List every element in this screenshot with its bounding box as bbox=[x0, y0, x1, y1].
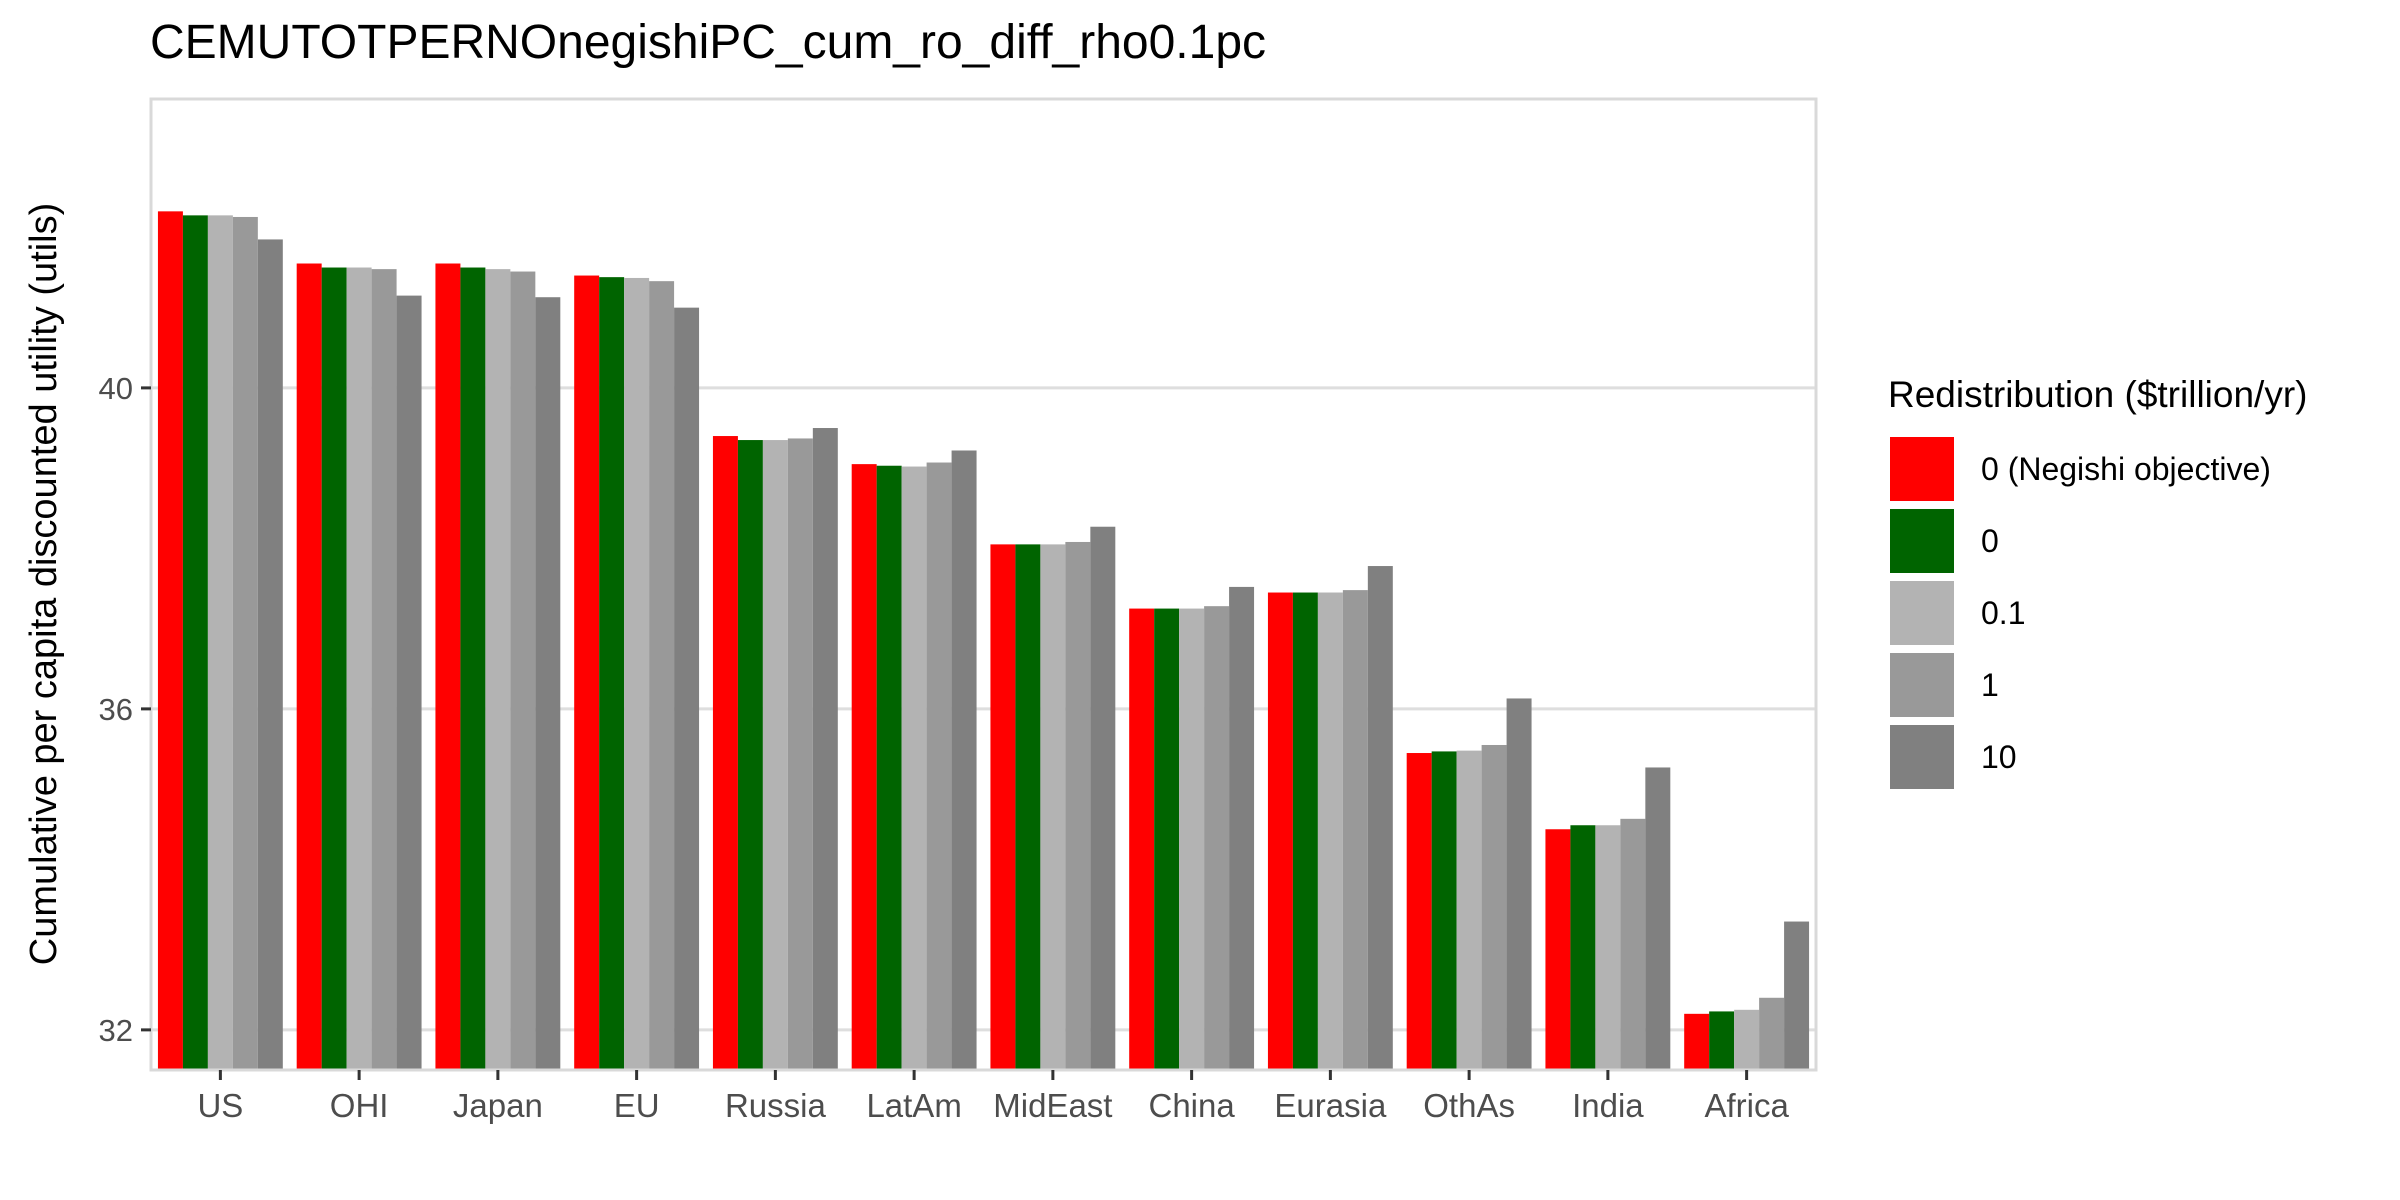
bar-mideast-series-2 bbox=[1040, 544, 1066, 1070]
bar-eurasia-series-0 bbox=[1267, 592, 1293, 1070]
bar-eu-series-2 bbox=[624, 277, 650, 1070]
bar-india-series-4 bbox=[1645, 767, 1671, 1070]
bar-eurasia-series-3 bbox=[1342, 590, 1368, 1070]
bar-us-series-2 bbox=[207, 215, 233, 1070]
x-tick-label: US bbox=[197, 1087, 243, 1124]
bar-india-series-2 bbox=[1595, 825, 1621, 1070]
bar-russia-series-0 bbox=[712, 436, 738, 1070]
y-axis: 32 36 40 bbox=[99, 371, 151, 1048]
x-axis: US OHI Japan EU Russia LatAm MidEast China Euras… bbox=[197, 1070, 1789, 1124]
bar-china-series-4 bbox=[1229, 586, 1255, 1070]
bar-china-series-0 bbox=[1129, 608, 1155, 1070]
legend-key-0 bbox=[1890, 437, 1954, 501]
bar-africa-series-4 bbox=[1784, 921, 1810, 1070]
x-tick-label: MidEast bbox=[993, 1087, 1112, 1124]
bar-japan-series-4 bbox=[535, 297, 561, 1070]
bar-africa-series-1 bbox=[1709, 1011, 1735, 1070]
y-axis-label: Cumulative per capita discounted utility… bbox=[23, 203, 65, 965]
bar-latam-series-1 bbox=[876, 465, 902, 1071]
bar-us-series-0 bbox=[157, 211, 183, 1070]
legend-title: Redistribution ($trillion/yr) bbox=[1888, 374, 2307, 415]
y-tick-label: 36 bbox=[99, 692, 133, 727]
legend-key-3 bbox=[1890, 653, 1954, 717]
x-tick-label: EU bbox=[614, 1087, 660, 1124]
bar-othas-series-2 bbox=[1456, 750, 1482, 1070]
bar-othas-series-0 bbox=[1406, 753, 1432, 1070]
bar-china-series-2 bbox=[1179, 608, 1205, 1070]
bar-mideast-series-3 bbox=[1065, 541, 1091, 1070]
bar-latam-series-2 bbox=[901, 466, 927, 1070]
bar-india-series-3 bbox=[1620, 818, 1646, 1070]
legend-label-4: 10 bbox=[1981, 739, 2017, 775]
bar-africa-series-3 bbox=[1759, 997, 1785, 1070]
bar-latam-series-0 bbox=[851, 464, 877, 1070]
x-tick-label: China bbox=[1149, 1087, 1236, 1124]
bar-us-series-3 bbox=[232, 216, 258, 1070]
bar-africa-series-0 bbox=[1684, 1013, 1710, 1070]
bar-mideast-series-1 bbox=[1015, 544, 1041, 1070]
bar-japan-series-0 bbox=[435, 263, 461, 1070]
bar-mideast-series-0 bbox=[990, 544, 1016, 1070]
bar-eurasia-series-1 bbox=[1292, 592, 1318, 1070]
plot-panel bbox=[149, 97, 1818, 1072]
x-tick-label: Africa bbox=[1704, 1087, 1789, 1124]
bar-china-series-3 bbox=[1204, 606, 1230, 1070]
bar-eurasia-series-4 bbox=[1367, 566, 1393, 1070]
y-tick-label: 40 bbox=[99, 371, 133, 406]
legend-items: 0 (Negishi objective) 0 0.1 1 10 bbox=[1890, 437, 2271, 789]
bar-us-series-4 bbox=[257, 239, 283, 1070]
bar-india-series-0 bbox=[1545, 829, 1571, 1070]
bar-us-series-1 bbox=[182, 215, 208, 1070]
grid-lines bbox=[151, 386, 1816, 1032]
x-tick-label: India bbox=[1572, 1087, 1644, 1124]
bars bbox=[157, 211, 1810, 1071]
x-tick-label: Eurasia bbox=[1274, 1087, 1387, 1124]
legend-key-2 bbox=[1890, 581, 1954, 645]
legend-label-3: 1 bbox=[1981, 667, 1999, 703]
plot-border bbox=[149, 97, 1818, 1072]
bar-ohi-series-1 bbox=[321, 267, 347, 1071]
bar-othas-series-4 bbox=[1506, 698, 1532, 1070]
x-tick-label: OthAs bbox=[1423, 1087, 1515, 1124]
bar-china-series-1 bbox=[1154, 608, 1180, 1070]
bar-latam-series-3 bbox=[926, 462, 952, 1070]
bar-india-series-1 bbox=[1570, 825, 1596, 1070]
legend-key-1 bbox=[1890, 509, 1954, 573]
x-tick-label: Russia bbox=[725, 1087, 827, 1124]
bar-ohi-series-2 bbox=[346, 267, 372, 1071]
x-tick-label: OHI bbox=[330, 1087, 389, 1124]
bar-latam-series-4 bbox=[951, 450, 977, 1070]
plot-background bbox=[151, 99, 1816, 1070]
bar-othas-series-1 bbox=[1431, 751, 1457, 1070]
bar-japan-series-1 bbox=[460, 267, 486, 1071]
legend-label-0: 0 (Negishi objective) bbox=[1981, 451, 2271, 487]
bar-ohi-series-4 bbox=[396, 295, 422, 1071]
bar-russia-series-1 bbox=[737, 440, 763, 1070]
bar-ohi-series-0 bbox=[296, 263, 322, 1070]
bar-russia-series-4 bbox=[812, 428, 838, 1070]
bar-othas-series-3 bbox=[1481, 744, 1507, 1070]
legend-label-1: 0 bbox=[1981, 523, 1999, 559]
legend: Redistribution ($trillion/yr) 0 (Negishi… bbox=[1888, 374, 2307, 789]
y-tick-label: 32 bbox=[99, 1013, 133, 1048]
bar-eu-series-4 bbox=[674, 307, 700, 1070]
legend-key-4 bbox=[1890, 725, 1954, 789]
bar-eu-series-1 bbox=[599, 277, 625, 1071]
bar-japan-series-3 bbox=[510, 271, 536, 1070]
bar-ohi-series-3 bbox=[371, 269, 397, 1070]
bar-eurasia-series-2 bbox=[1317, 592, 1343, 1070]
x-tick-label: Japan bbox=[453, 1087, 543, 1124]
bar-eu-series-0 bbox=[574, 275, 600, 1071]
chart-title: CEMUTOTPERNOnegishiPC_cum_ro_diff_rho0.1… bbox=[150, 16, 1266, 69]
bar-russia-series-2 bbox=[762, 440, 788, 1070]
bar-africa-series-2 bbox=[1734, 1009, 1760, 1070]
legend-label-2: 0.1 bbox=[1981, 595, 2025, 631]
bar-japan-series-2 bbox=[485, 269, 511, 1070]
bar-eu-series-3 bbox=[649, 281, 675, 1070]
bar-mideast-series-4 bbox=[1090, 526, 1116, 1070]
bar-russia-series-3 bbox=[787, 438, 813, 1071]
x-tick-label: LatAm bbox=[866, 1087, 961, 1124]
